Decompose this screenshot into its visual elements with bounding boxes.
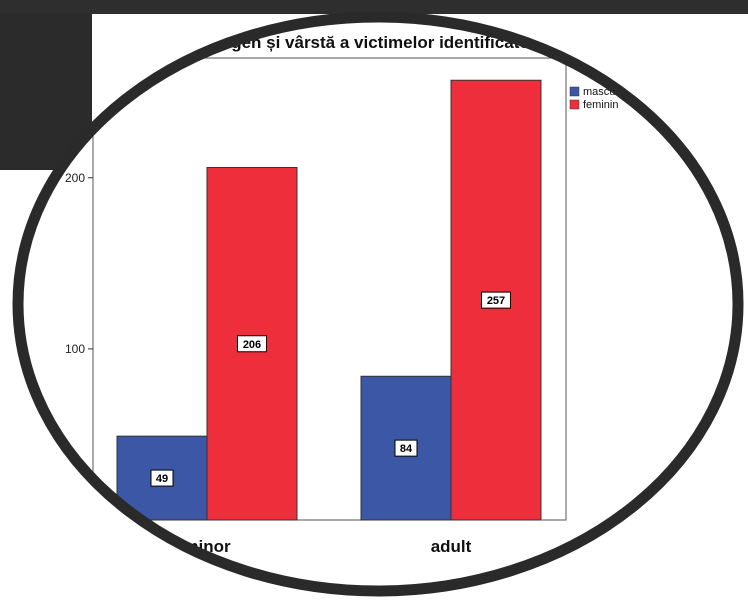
chart-title: gen și vârstă a victimelor identificate	[231, 33, 529, 52]
legend-swatch-masculin	[569, 86, 580, 97]
data-label-box	[481, 291, 511, 309]
legend-label-feminin: feminin	[583, 99, 618, 111]
data-label: 49	[156, 473, 168, 485]
data-label: 84	[400, 443, 413, 455]
x-category-label: adult	[431, 537, 472, 556]
y-tick-label: 200	[65, 171, 85, 185]
legend-swatch-feminin	[569, 99, 580, 110]
background-top-strip	[0, 0, 748, 14]
plot-frame	[92, 57, 567, 521]
lens-frame	[12, 11, 744, 597]
y-tick-label: 100	[65, 342, 85, 356]
chart-title-group: gen și vârstă a victimelor identificate	[231, 33, 529, 52]
data-label-box	[237, 335, 267, 353]
data-label-box	[150, 469, 174, 487]
data-label: 206	[243, 339, 261, 351]
data-label-box	[394, 439, 418, 457]
data-label: 257	[487, 295, 505, 307]
